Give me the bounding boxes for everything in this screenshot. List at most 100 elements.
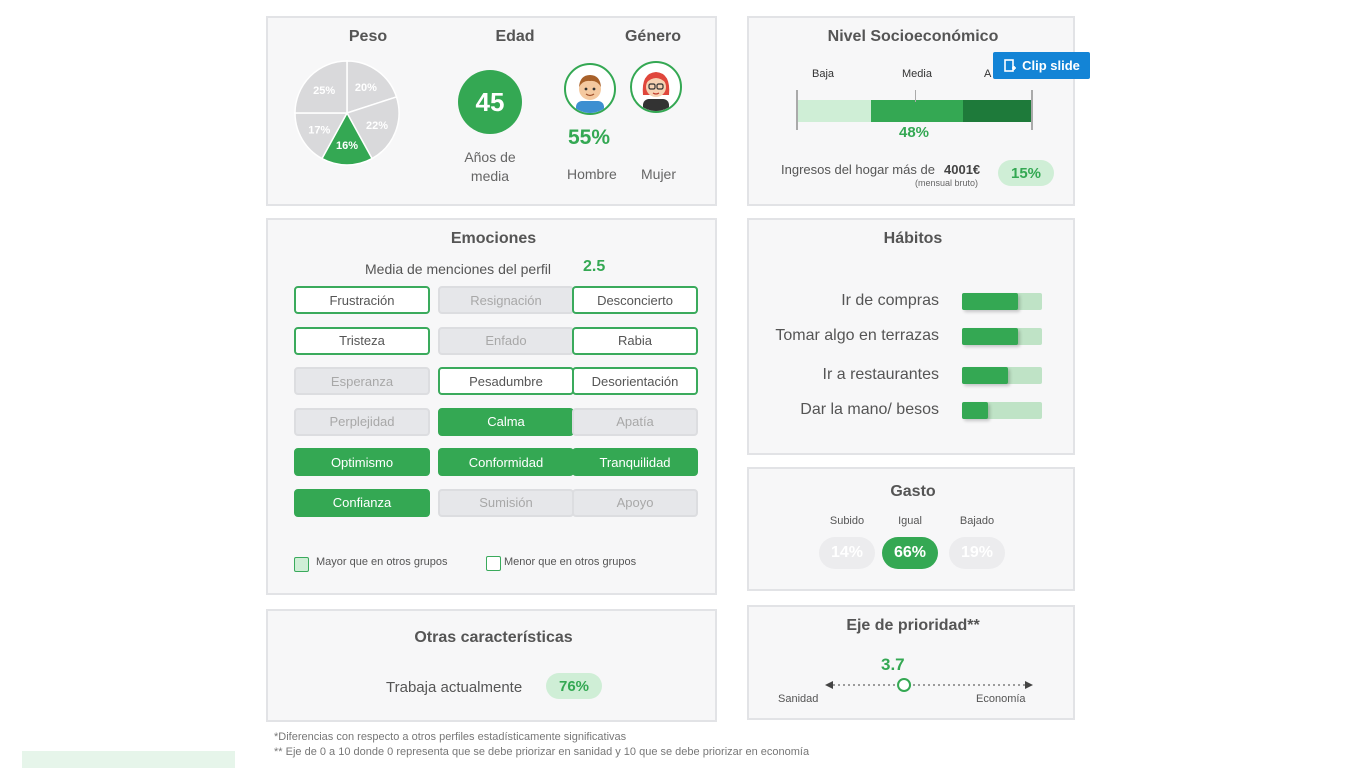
edad-caption-line1: Años de <box>464 149 516 165</box>
pie-slice <box>294 112 349 160</box>
female-avatar-icon <box>630 61 682 113</box>
gasto-value-pill: 19% <box>949 537 1005 569</box>
footnote-1: *Diferencias con respecto a otros perfil… <box>274 731 627 743</box>
emotion-chip: Tranquilidad <box>572 448 698 476</box>
nivel-bar-baja <box>797 100 871 122</box>
otras-panel: Otras características Trabaja actualment… <box>266 609 717 722</box>
pie-slice <box>345 95 400 160</box>
nivel-bar-media <box>871 100 963 122</box>
habitos-title: Hábitos <box>883 230 943 247</box>
nivel-percent: 48% <box>899 124 930 141</box>
nivel-tick-mid <box>915 90 916 102</box>
habit-bar-track <box>962 402 1042 419</box>
edad-caption: Años de media <box>448 148 532 186</box>
emotion-chip: Pesadumbre <box>438 367 574 395</box>
gasto-value-pill: 14% <box>819 537 875 569</box>
habit-label: Ir a restaurantes <box>822 366 940 383</box>
gasto-label: Subido <box>829 515 865 527</box>
nivel-bar <box>797 100 1032 122</box>
edad-caption-line2: media <box>470 168 510 184</box>
otras-title: Otras características <box>414 629 573 646</box>
emotion-chip: Apoyo <box>572 488 698 517</box>
gasto-title: Gasto <box>890 483 936 500</box>
eje-value: 3.7 <box>881 655 905 674</box>
nivel-income-text: Ingresos del hogar más de <box>781 162 935 177</box>
emotion-chip: Frustración <box>294 286 430 314</box>
pie-slice <box>294 60 348 114</box>
emociones-title: Emociones <box>450 230 537 247</box>
pie-slice <box>346 60 398 115</box>
habit-bar-fill <box>962 402 988 419</box>
footnote-2: ** Eje de 0 a 10 donde 0 representa que … <box>274 746 810 758</box>
nivel-title: Nivel Socioeconómico <box>827 28 999 45</box>
emotion-chip: Apatía <box>572 407 698 436</box>
emotion-chip: Conformidad <box>438 448 574 476</box>
nivel-socioeconomico-panel: Nivel Socioeconómico Baja Media A 48% In… <box>747 16 1075 206</box>
habit-bar-fill <box>962 293 1018 310</box>
habit-bar-track <box>962 293 1042 310</box>
emotion-chip: Perplejidad <box>294 407 430 436</box>
demographics-panel: Peso 20% 22% 16% 17% 25% Edad 45 Años de med… <box>266 16 717 206</box>
emotion-chip: Resignación <box>438 286 574 314</box>
habit-bar-track <box>962 367 1042 384</box>
peso-pie-chart: 20% 22% 16% 17% 25% <box>294 60 400 166</box>
clip-slide-label: Clip slide <box>1022 58 1080 73</box>
emotion-chip: Esperanza <box>294 367 430 395</box>
habit-label: Dar la mano/ besos <box>800 401 939 418</box>
genero-male-label: Hombre <box>567 166 617 182</box>
clip-icon <box>1004 58 1017 72</box>
eje-arrow-left-icon <box>825 681 833 689</box>
nivel-label-alta: A <box>984 68 992 80</box>
emociones-subtitle: Media de menciones del perfil <box>365 261 551 277</box>
emotion-chip: Enfado <box>438 326 574 355</box>
pie-slice-label: 16% <box>336 140 358 152</box>
emotion-chip: Calma <box>438 407 574 436</box>
habitos-panel: Hábitos Ir de compras Tomar algo en terra… <box>747 218 1075 455</box>
pie-slice <box>320 111 374 166</box>
eje-axis <box>825 678 1033 692</box>
legend-mayor-label: Mayor que en otros grupos <box>316 556 448 568</box>
gasto-value-pill: 66% <box>882 537 938 569</box>
pie-slice-label: 22% <box>366 120 388 132</box>
emotion-chip: Desorientación <box>572 367 698 395</box>
eje-arrow-right-icon <box>1025 681 1033 689</box>
eje-marker <box>897 678 912 692</box>
genero-female-label: Mujer <box>641 166 677 182</box>
gasto-label: Igual <box>898 515 922 527</box>
otras-label: Trabaja actualmente <box>386 679 523 696</box>
emotion-chip: Tristeza <box>294 326 430 355</box>
gasto-panel: Gasto Subido 14% Igual 66% Bajado 19% <box>747 467 1075 591</box>
habit-bar-fill <box>962 328 1018 345</box>
slide-thumbnail-strip <box>22 751 235 768</box>
edad-value: 45 <box>475 86 505 117</box>
legend-menor-label: Menor que en otros grupos <box>504 556 637 568</box>
habit-label: Ir de compras <box>841 292 939 309</box>
male-avatar-icon <box>564 63 616 115</box>
nivel-income-percent: 15% <box>998 160 1054 186</box>
habit-label: Tomar algo en terrazas <box>775 327 939 344</box>
eje-left-label: Sanidad <box>778 693 819 705</box>
emociones-panel: Emociones Media de menciones del perfil … <box>266 218 717 595</box>
edad-circle: 45 <box>458 70 522 134</box>
nivel-income-note: (mensual bruto) <box>915 178 979 188</box>
peso-title: Peso <box>348 28 388 45</box>
eje-right-label: Economía <box>976 693 1026 705</box>
edad-title: Edad <box>495 28 535 45</box>
emociones-media-value: 2.5 <box>583 258 606 275</box>
emotion-chip: Optimismo <box>294 448 430 476</box>
nivel-label-media: Media <box>902 68 932 80</box>
legend-menor-swatch <box>486 556 501 571</box>
habit-bar-fill <box>962 367 1008 384</box>
pie-slice-label: 17% <box>308 124 330 136</box>
pie-slice-label: 20% <box>355 82 377 94</box>
otras-value: 76% <box>546 673 602 699</box>
emotion-chip: Sumisión <box>438 488 574 517</box>
eje-panel: Eje de prioridad** 3.7 Sanidad Economía <box>747 605 1075 720</box>
eje-title: Eje de prioridad** <box>846 617 980 634</box>
genero-title: Género <box>624 28 681 45</box>
genero-percent: 55% <box>568 126 611 149</box>
emotion-chip: Desconcierto <box>572 286 698 314</box>
clip-slide-button[interactable]: Clip slide <box>993 52 1090 79</box>
nivel-tick-left <box>796 90 798 130</box>
nivel-label-baja: Baja <box>812 68 835 80</box>
